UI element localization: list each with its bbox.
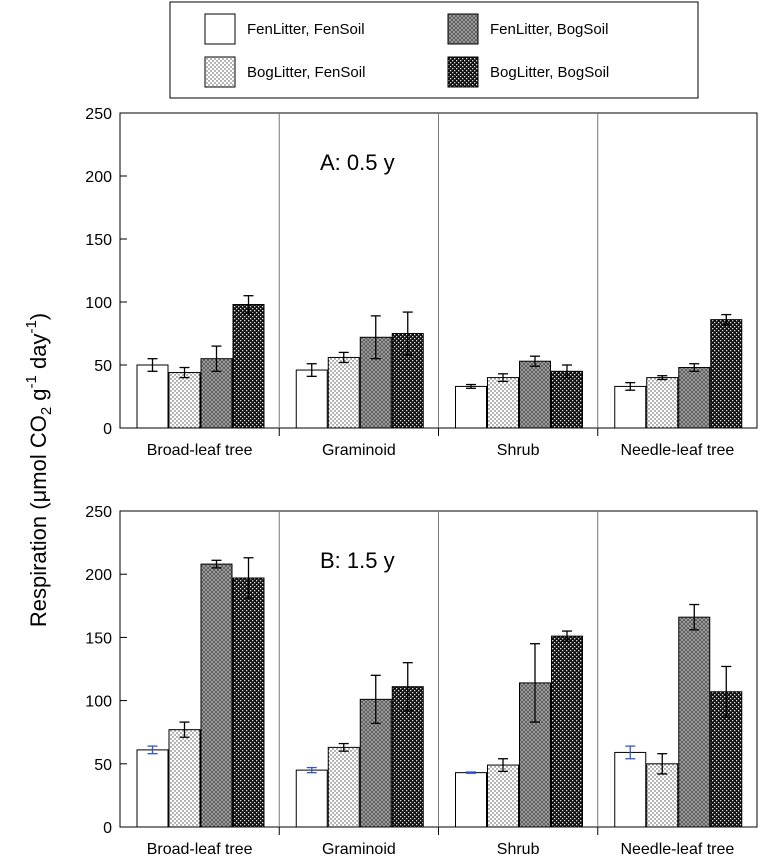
bar-a-0-3 <box>232 304 265 429</box>
bar-b-2-0 <box>455 772 487 828</box>
category-label: Broad-leaf tree <box>147 442 253 459</box>
panel-label-a: A: 0.5 y <box>320 150 395 175</box>
legend-label-bog-bog: BogLitter, BogSoil <box>490 64 609 81</box>
panel-a: 0 50 100 150 200 250 A: 0.5 y Broad-leaf tree Gr… <box>85 106 758 459</box>
y-axis-label-mid: g <box>26 388 51 406</box>
legend-box <box>169 1 699 99</box>
legend-swatch-fen-fen <box>204 13 236 45</box>
category-label: Graminoid <box>322 841 396 858</box>
y-tick-label: 200 <box>85 169 112 186</box>
bar-a-0-1 <box>168 372 201 429</box>
y-tick-label: 200 <box>85 567 112 584</box>
y-axis-label-suffix: ) <box>26 313 51 320</box>
y-tick-label: 100 <box>85 295 112 312</box>
legend-swatch-bog-fen <box>204 56 236 88</box>
legend-label-fen-fen: FenLitter, FenSoil <box>247 21 365 38</box>
legend-swatch-bog-bog <box>447 56 479 88</box>
y-axis-label-mid2: day <box>26 334 51 376</box>
y-axis-label: Respiration (μmol CO2 g-1 day-1) <box>23 313 55 627</box>
y-tick-label: 50 <box>94 757 112 774</box>
category-label: Graminoid <box>322 442 396 459</box>
y-axis-label-sup1: -1 <box>23 375 40 388</box>
legend-swatch-fen-bog <box>447 13 479 45</box>
legend-label-fen-bog: FenLitter, BogSoil <box>490 21 608 38</box>
bar-b-2-1 <box>487 764 519 828</box>
bar-a-2-3 <box>551 370 583 429</box>
category-label: Needle-leaf tree <box>620 442 734 459</box>
bar-a-3-3 <box>710 319 743 429</box>
category-label: Broad-leaf tree <box>147 841 253 858</box>
category-label: Shrub <box>497 841 540 858</box>
y-tick-label: 150 <box>85 232 112 249</box>
bar-b-2-3 <box>551 635 583 828</box>
bar-a-2-0 <box>455 385 487 429</box>
bar-b-1-1 <box>327 746 360 828</box>
y-tick-label: 150 <box>85 630 112 647</box>
y-tick-label: 50 <box>94 358 112 375</box>
y-tick-label: 0 <box>103 820 112 837</box>
bar-a-3-2 <box>678 367 711 429</box>
y-tick-label: 100 <box>85 694 112 711</box>
bar-a-3-1 <box>646 377 679 429</box>
y-tick-label: 0 <box>103 421 112 438</box>
y-tick-label: 250 <box>85 106 112 123</box>
y-axis-label-sub: 2 <box>38 407 55 415</box>
bar-b-1-0 <box>295 769 328 828</box>
bar-a-2-1 <box>487 377 519 429</box>
bar-b-0-3 <box>232 577 265 828</box>
panel-label-b: B: 1.5 y <box>320 548 395 573</box>
bar-b-0-2 <box>200 563 233 828</box>
bar-a-1-0 <box>295 369 328 429</box>
y-tick-label: 250 <box>85 504 112 521</box>
legend-label-bog-fen: BogLitter, FenSoil <box>247 64 365 81</box>
category-label: Needle-leaf tree <box>620 841 734 858</box>
bar-a-1-1 <box>327 356 360 429</box>
bar-b-0-1 <box>168 729 201 828</box>
y-axis-label-prefix: Respiration (μmol CO <box>26 415 51 627</box>
bar-a-0-0 <box>136 364 169 429</box>
bar-a-2-2 <box>519 360 551 429</box>
panel-b: 0 50 100 150 200 250 B: 1.5 y Broad-leaf tree Gr… <box>85 504 758 858</box>
y-axis-label-sup2: -1 <box>23 320 40 333</box>
legend: FenLitter, FenSoil FenLitter, BogSoil Bo… <box>169 1 699 99</box>
bar-b-3-0 <box>614 751 647 828</box>
bar-a-3-0 <box>614 385 647 429</box>
bar-b-3-2 <box>678 616 711 828</box>
bar-b-0-0 <box>136 749 169 828</box>
category-label: Shrub <box>497 442 540 459</box>
